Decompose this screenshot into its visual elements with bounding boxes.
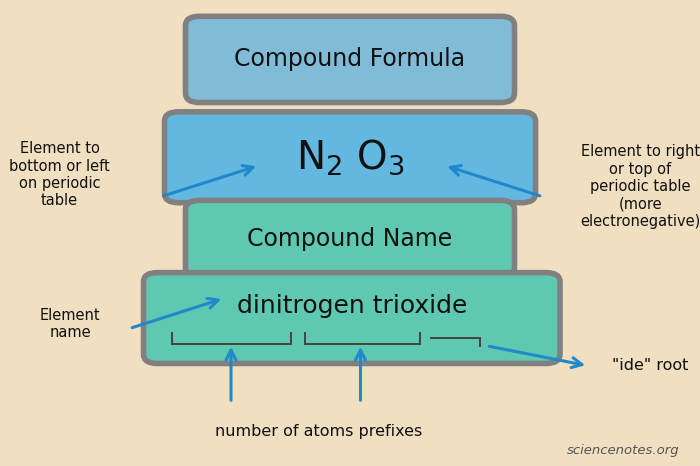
FancyBboxPatch shape [144, 273, 560, 363]
Text: dinitrogen trioxide: dinitrogen trioxide [237, 295, 467, 318]
Text: Element to right
or top of
periodic table
(more
electronegative): Element to right or top of periodic tabl… [580, 144, 700, 229]
Text: sciencenotes.org: sciencenotes.org [566, 444, 679, 457]
FancyBboxPatch shape [186, 16, 514, 103]
FancyBboxPatch shape [186, 200, 514, 277]
Text: Element to
bottom or left
on periodic
table: Element to bottom or left on periodic ta… [9, 141, 110, 208]
Text: number of atoms prefixes: number of atoms prefixes [215, 424, 422, 439]
FancyBboxPatch shape [164, 112, 536, 203]
Text: $\mathregular{N_2\ O_3}$: $\mathregular{N_2\ O_3}$ [295, 137, 405, 177]
Text: "ide" root: "ide" root [612, 358, 689, 373]
Text: Compound Formula: Compound Formula [234, 48, 466, 71]
Text: Compound Name: Compound Name [247, 227, 453, 251]
Text: Element
name: Element name [40, 308, 100, 340]
